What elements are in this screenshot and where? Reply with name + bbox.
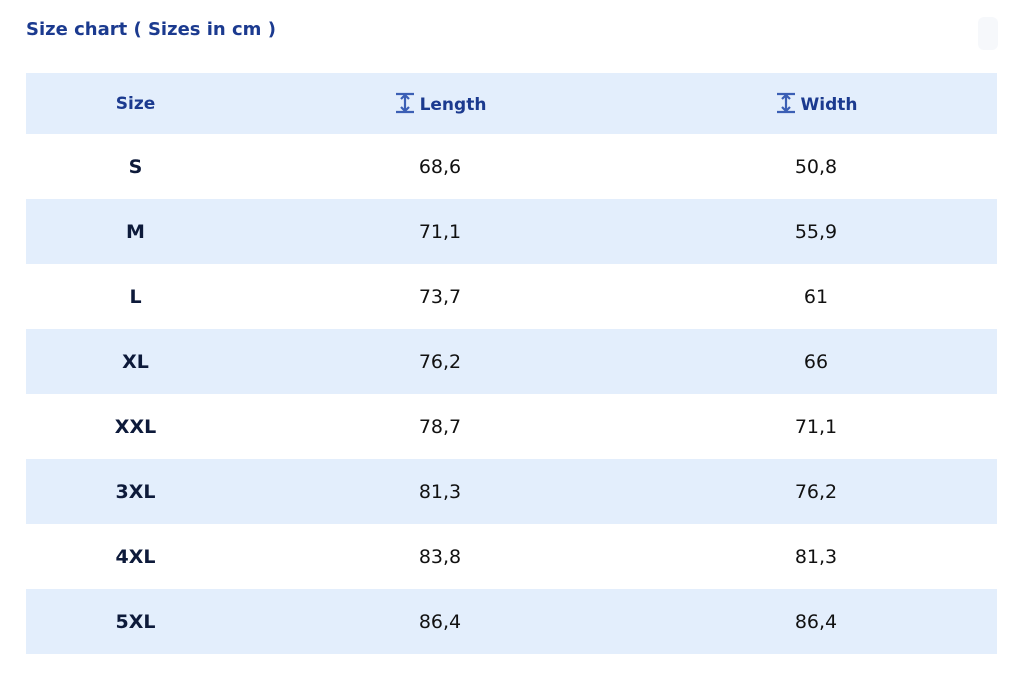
title: Size chart ( Sizes in cm ) (26, 19, 276, 40)
measure-cell: 61 (803, 285, 829, 308)
size-cell: 3XL (26, 459, 245, 524)
header-row: Size Length Width (26, 73, 997, 134)
size-cell: L (129, 285, 142, 308)
measure-cell: 71,1 (794, 415, 838, 438)
table-row: L 73,7 61 (26, 264, 997, 329)
measure-cell: 76,2 (635, 459, 997, 524)
measure-cell: 78,7 (418, 415, 462, 438)
size-cell: S (128, 155, 143, 178)
measure-cell: 81,3 (245, 459, 635, 524)
measure-cell: 81,3 (794, 545, 838, 568)
size-table: Size Length Width S 68,6 50,8 M 71,1 55,9 L 73,… (26, 73, 997, 654)
size-cell: 4XL (115, 545, 156, 568)
table-row: XXL 78,7 71,1 (26, 394, 997, 459)
measure-cell: 55,9 (635, 199, 997, 264)
column-header: Size (26, 73, 245, 134)
menu-button[interactable] (978, 17, 998, 50)
size-cell: XL (26, 329, 245, 394)
table-row: 3XL 81,3 76,2 (26, 459, 997, 524)
size-cell: M (26, 199, 245, 264)
measure-cell: 68,6 (418, 155, 462, 178)
measure-cell: 50,8 (794, 155, 838, 178)
measure-cell: 73,7 (418, 285, 462, 308)
table-row: 5XL 86,4 86,4 (26, 589, 997, 654)
table-row: 4XL 83,8 81,3 (26, 524, 997, 589)
measure-cell: 83,8 (418, 545, 462, 568)
height-icon (395, 92, 414, 114)
size-cell: 5XL (26, 589, 245, 654)
column-label: Size (115, 93, 156, 114)
column-header: Width (635, 73, 997, 134)
column-header: Length (245, 73, 635, 134)
column-label: Width (800, 95, 858, 115)
height-icon (776, 92, 795, 114)
table-body: S 68,6 50,8 M 71,1 55,9 L 73,7 61 XL 76,2 66 XXL 78,7… (26, 134, 997, 654)
column-label: Length (419, 95, 487, 115)
measure-cell: 71,1 (245, 199, 635, 264)
measure-cell: 66 (635, 329, 997, 394)
table-row: M 71,1 55,9 (26, 199, 997, 264)
measure-cell: 76,2 (245, 329, 635, 394)
size-cell: XXL (114, 415, 157, 438)
measure-cell: 86,4 (635, 589, 997, 654)
table-row: XL 76,2 66 (26, 329, 997, 394)
measure-cell: 86,4 (245, 589, 635, 654)
table-row: S 68,6 50,8 (26, 134, 997, 199)
